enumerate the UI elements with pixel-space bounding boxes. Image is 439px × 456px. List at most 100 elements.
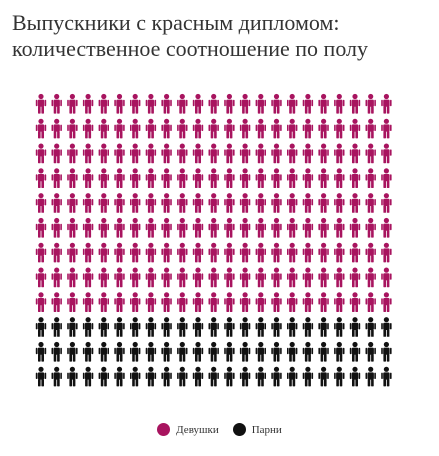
person-icon-girls — [318, 118, 329, 139]
person-icon-girls — [35, 292, 47, 312]
person-icon-girls — [208, 267, 219, 288]
person-icon-boys — [130, 366, 141, 387]
person-icon-girls — [130, 93, 141, 114]
person-icon-girls — [130, 242, 141, 263]
person-icon-girls — [208, 217, 219, 238]
person-icon-girls — [51, 168, 62, 188]
person-icon-girls — [381, 193, 392, 213]
person-icon-boys — [114, 366, 125, 387]
person-icon-girls — [35, 193, 47, 213]
person-icon-boys — [177, 366, 188, 387]
person-icon-boys — [51, 341, 62, 362]
person-icon-girls — [318, 168, 329, 188]
person-icon-girls — [67, 118, 78, 139]
person-icon-boys — [334, 341, 345, 362]
person-icon-boys — [302, 317, 314, 337]
person-icon-girls — [82, 217, 94, 238]
person-icon-girls — [239, 143, 251, 164]
legend-label-girls: Девушки — [176, 423, 219, 436]
person-icon-boys — [177, 341, 188, 362]
person-icon-girls — [67, 193, 78, 213]
person-icon-girls — [51, 242, 62, 263]
person-icon-boys — [318, 366, 329, 387]
person-icon-girls — [145, 143, 157, 164]
person-icon-boys — [51, 366, 62, 387]
chart-title-line-2: количественное соотношение по полу — [12, 36, 369, 61]
person-icon-girls — [98, 267, 109, 288]
person-icon-girls — [318, 267, 329, 288]
person-icon-girls — [349, 118, 361, 139]
person-icon-boys — [98, 341, 109, 362]
person-icon-girls — [365, 168, 376, 188]
person-icon-girls — [114, 217, 125, 238]
person-icon-girls — [192, 168, 204, 188]
person-icon-boys — [114, 341, 125, 362]
legend-swatch-girls — [157, 423, 171, 436]
person-icon-girls — [82, 168, 94, 188]
person-icon-girls — [255, 217, 266, 238]
person-icon-girls — [349, 267, 361, 288]
person-icon-girls — [287, 242, 298, 263]
person-icon-girls — [145, 193, 157, 213]
person-icon-girls — [161, 168, 172, 188]
person-icon-girls — [67, 168, 78, 188]
person-icon-girls — [208, 242, 219, 263]
person-icon-girls — [98, 143, 109, 164]
person-icon-girls — [51, 93, 62, 114]
person-icon-boys — [35, 341, 47, 362]
person-icon-girls — [334, 217, 345, 238]
person-icon-girls — [365, 292, 376, 312]
person-icon-girls — [98, 193, 109, 213]
person-icon-girls — [381, 143, 392, 164]
person-icon-girls — [224, 193, 235, 213]
legend-swatch-boys — [232, 423, 246, 436]
person-icon-girls — [271, 168, 282, 188]
person-icon-boys — [130, 341, 141, 362]
person-icon-girls — [318, 242, 329, 263]
person-icon-girls — [381, 217, 392, 238]
person-icon-girls — [192, 292, 204, 312]
person-icon-boys — [365, 366, 376, 387]
person-icon-girls — [302, 143, 314, 164]
person-icon-girls — [349, 193, 361, 213]
person-icon-girls — [35, 242, 47, 263]
person-icon-boys — [192, 317, 204, 337]
person-icon-girls — [82, 267, 94, 288]
legend-item-boys[interactable]: Парни — [232, 423, 282, 436]
person-icon-girls — [224, 217, 235, 238]
person-icon-girls — [114, 193, 125, 213]
person-icon-girls — [51, 143, 62, 164]
person-icon-girls — [255, 292, 266, 312]
person-icon-boys — [208, 366, 219, 387]
person-icon-boys — [381, 317, 392, 337]
person-icon-girls — [130, 267, 141, 288]
person-icon-girls — [365, 217, 376, 238]
legend: Девушки Парни — [0, 423, 439, 436]
legend-label-boys: Парни — [251, 423, 282, 436]
person-icon-girls — [67, 292, 78, 312]
person-icon-girls — [271, 143, 282, 164]
person-icon-girls — [287, 118, 298, 139]
legend-item-girls[interactable]: Девушки — [157, 423, 219, 436]
person-icon-boys — [82, 366, 94, 387]
person-icon-girls — [365, 242, 376, 263]
person-icon-boys — [381, 366, 392, 387]
person-icon-boys — [287, 317, 298, 337]
person-icon-boys — [67, 341, 78, 362]
person-icon-girls — [239, 292, 251, 312]
person-icon-boys — [255, 341, 266, 362]
person-icon-girls — [51, 292, 62, 312]
person-icon-girls — [130, 143, 141, 164]
person-icon-girls — [177, 193, 188, 213]
person-icon-girls — [302, 242, 314, 263]
person-icon-boys — [192, 341, 204, 362]
person-icon-girls — [35, 217, 47, 238]
person-icon-girls — [318, 193, 329, 213]
person-icon-boys — [145, 341, 157, 362]
person-icon-girls — [145, 93, 157, 114]
person-icon-boys — [177, 317, 188, 337]
person-icon-girls — [82, 118, 94, 139]
person-icon-girls — [381, 118, 392, 139]
person-icon-boys — [130, 317, 141, 337]
person-icon-boys — [145, 366, 157, 387]
